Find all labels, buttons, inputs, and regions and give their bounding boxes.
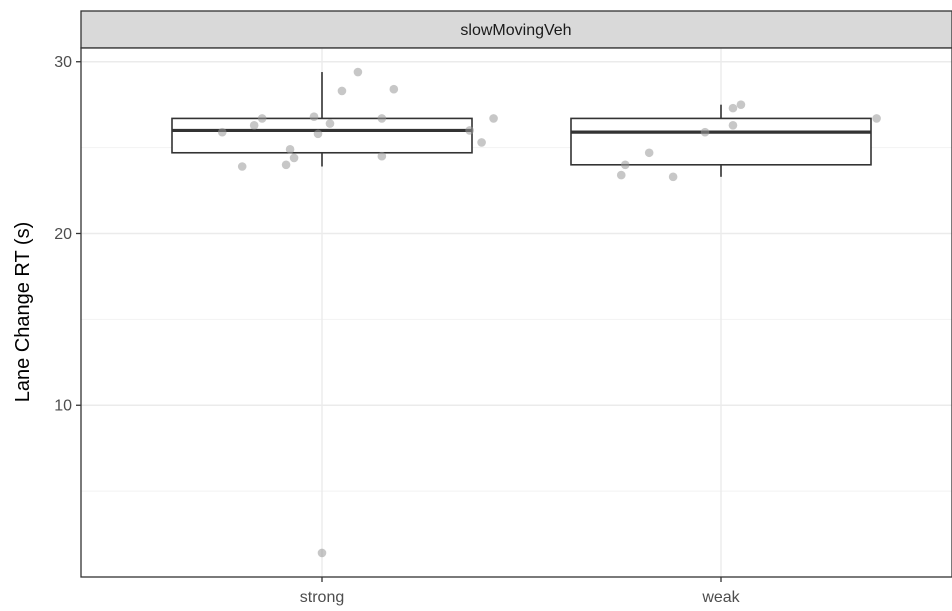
- x-axis: strong weak: [300, 577, 741, 606]
- data-point-strong-3: [289, 153, 299, 163]
- box-weak: [570, 104, 872, 177]
- data-point-weak-0: [616, 170, 626, 180]
- data-point-weak-4: [700, 127, 710, 137]
- data-point-strong-5: [285, 145, 295, 154]
- y-tick-label-10: 10: [54, 398, 72, 415]
- y-tick-label-20: 20: [54, 226, 72, 243]
- data-point-weak-1: [668, 172, 678, 182]
- data-point-strong-10: [249, 120, 259, 130]
- box-iqr: [570, 117, 872, 166]
- data-point-strong-11: [325, 119, 335, 128]
- data-point-strong-15: [489, 114, 498, 123]
- y-tick-label-30: 30: [54, 54, 72, 71]
- box-iqr: [171, 117, 473, 154]
- data-point-strong-16: [337, 86, 347, 96]
- data-point-strong-1: [237, 162, 247, 171]
- data-point-weak-5: [728, 120, 738, 130]
- data-point-strong-8: [313, 129, 323, 139]
- data-point-strong-2: [281, 160, 291, 170]
- point-layer: [217, 67, 881, 558]
- data-point-strong-17: [389, 84, 399, 94]
- panel-border: [80, 47, 952, 578]
- data-point-strong-0: [317, 548, 327, 558]
- data-point-weak-3: [644, 148, 654, 158]
- y-axis: 10 20 30: [54, 54, 81, 415]
- y-axis-title: Lane Change RT (s): [12, 222, 34, 402]
- facet-strip: [80, 10, 952, 49]
- x-tick-label-strong: strong: [300, 589, 344, 606]
- data-point-weak-7: [728, 103, 738, 113]
- data-point-weak-2: [620, 160, 630, 170]
- data-point-strong-9: [465, 126, 474, 135]
- data-point-strong-14: [377, 114, 387, 123]
- data-point-strong-12: [257, 114, 267, 123]
- data-point-strong-18: [353, 67, 363, 77]
- data-point-weak-6: [872, 114, 881, 123]
- data-point-strong-6: [477, 138, 486, 147]
- facet-strip-label: slowMovingVeh: [460, 22, 571, 39]
- data-point-strong-7: [217, 127, 227, 137]
- data-point-strong-13: [309, 112, 319, 122]
- plot-panel: [80, 47, 952, 578]
- x-tick-label-weak: weak: [701, 589, 740, 606]
- data-point-strong-4: [377, 151, 387, 161]
- data-point-weak-8: [736, 100, 746, 109]
